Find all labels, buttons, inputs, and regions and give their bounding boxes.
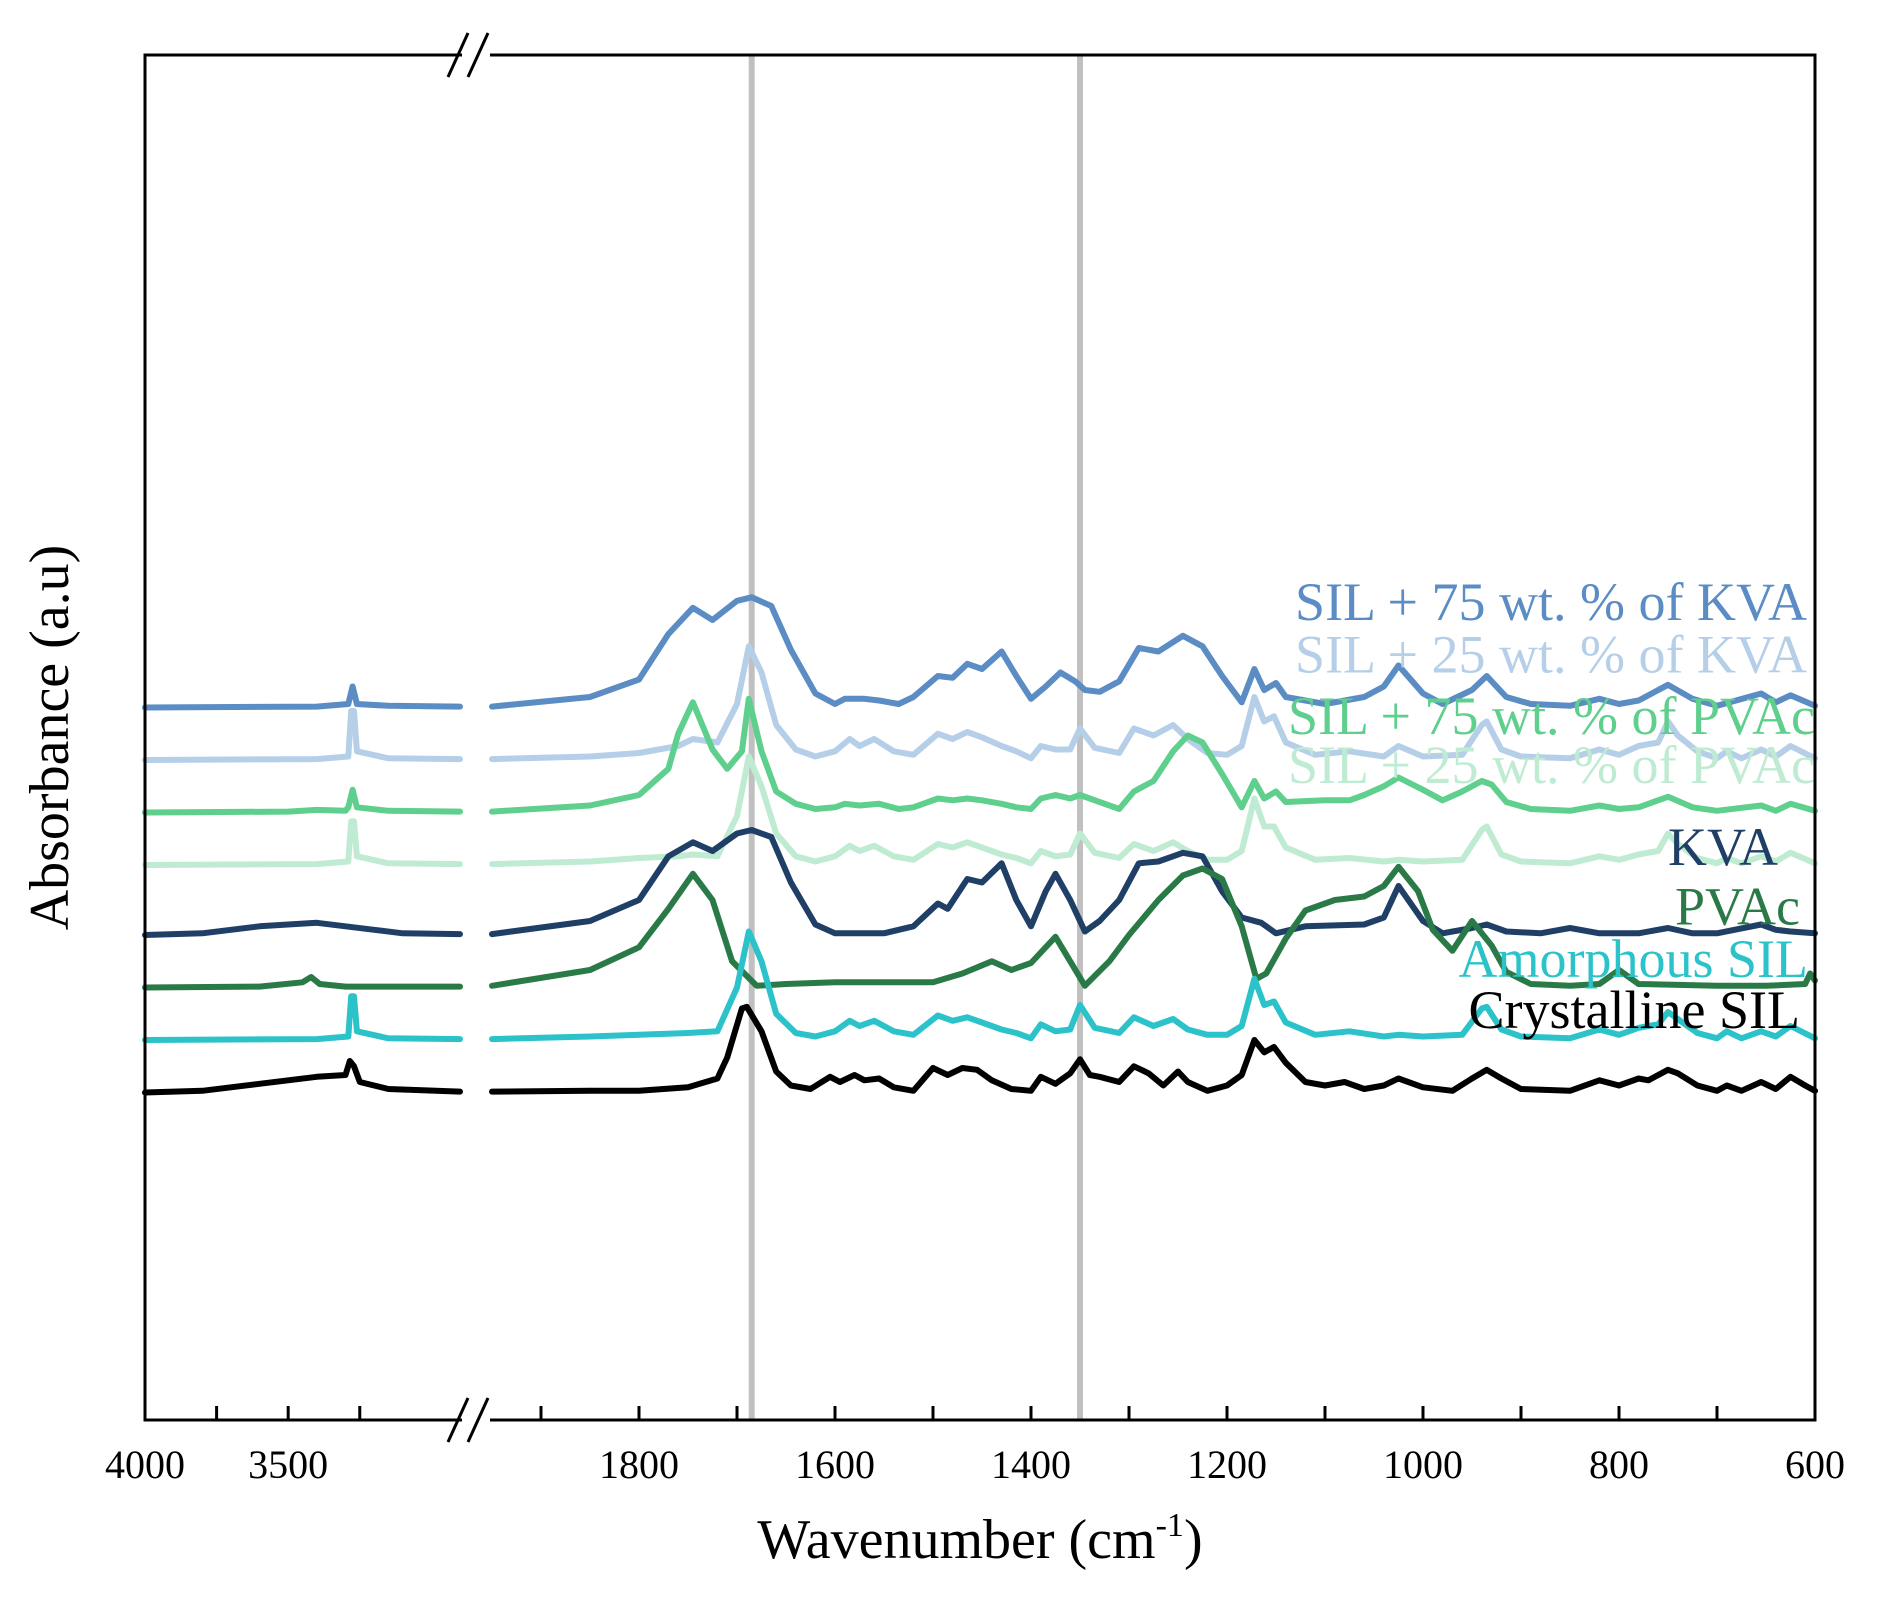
series-line-low [489,1003,1818,1095]
series-line-high [142,818,463,868]
x-axis-title: Wavenumber (cm-1) [757,1507,1202,1571]
series-1 [142,594,1818,711]
axis-break-gap-bottom [462,1416,490,1424]
series-line-low [489,643,1818,763]
axis-break-slash [466,32,490,78]
series-line-low [489,594,1818,710]
series-line-high [142,1058,463,1096]
spectra [142,594,1818,1096]
series-line-high [142,919,463,938]
axis-break [446,32,490,1443]
series-6 [142,863,1818,991]
axis-break-slash [446,1397,470,1443]
axis-break-gap-top [462,51,490,59]
series-label-8: Crystalline SIL [1469,980,1800,1040]
plot-frame [143,53,1817,1422]
axis-break-slash [446,32,470,78]
series-line-high [142,993,463,1043]
series-label-7: Amorphous SIL [1459,929,1809,989]
series-label-4: SIL + 25 wt. % of PVAc [1288,735,1815,795]
x-tick-label-600: 600 [1785,1442,1845,1487]
x-tick-label-1800: 1800 [599,1442,679,1487]
axis-break-slash [466,1397,490,1443]
x-axis-title-sup: -1 [1156,1507,1184,1544]
series-label-6: PVAc [1675,877,1800,937]
x-tick-label-1000: 1000 [1383,1442,1463,1487]
series-line-low [489,928,1818,1043]
series-line-low [489,863,1818,989]
x-axis-title-main: Wavenumber (cm [757,1509,1155,1571]
series-label-1: SIL + 75 wt. % of KVA [1295,572,1807,632]
series-line-high [142,708,463,763]
series-line-low [489,695,1818,815]
reference-lines [748,55,1083,1420]
series-line-low [489,827,1818,938]
x-tick-label-3500: 3500 [248,1442,328,1487]
x-ticks: 4000 3500 1800 1600 1400 1200 1000 800 600 [105,1406,1845,1487]
series-3 [142,695,1818,816]
series-4 [142,753,1818,868]
series-label-3: SIL + 75 wt. % of PVAc [1288,686,1815,746]
series-7 [142,928,1818,1043]
series-line-high [142,786,463,816]
series-label-2: SIL + 25 wt. % of KVA [1295,625,1807,685]
series-line-high [142,683,463,711]
series-8 [142,1003,1818,1096]
series-line-low [489,753,1818,868]
x-axis-title-close: ) [1184,1509,1203,1571]
x-tick-label-1200: 1200 [1187,1442,1267,1487]
series-2 [142,643,1818,763]
x-tick-label-4000: 4000 [105,1442,185,1487]
x-tick-label-800: 800 [1589,1442,1649,1487]
x-tick-label-1400: 1400 [991,1442,1071,1487]
x-tick-label-1600: 1600 [795,1442,875,1487]
series-label-5: KVA [1668,817,1778,877]
series-5 [142,827,1818,938]
series-line-high [142,974,463,991]
y-axis-title: Absorbance (a.u) [19,545,81,931]
